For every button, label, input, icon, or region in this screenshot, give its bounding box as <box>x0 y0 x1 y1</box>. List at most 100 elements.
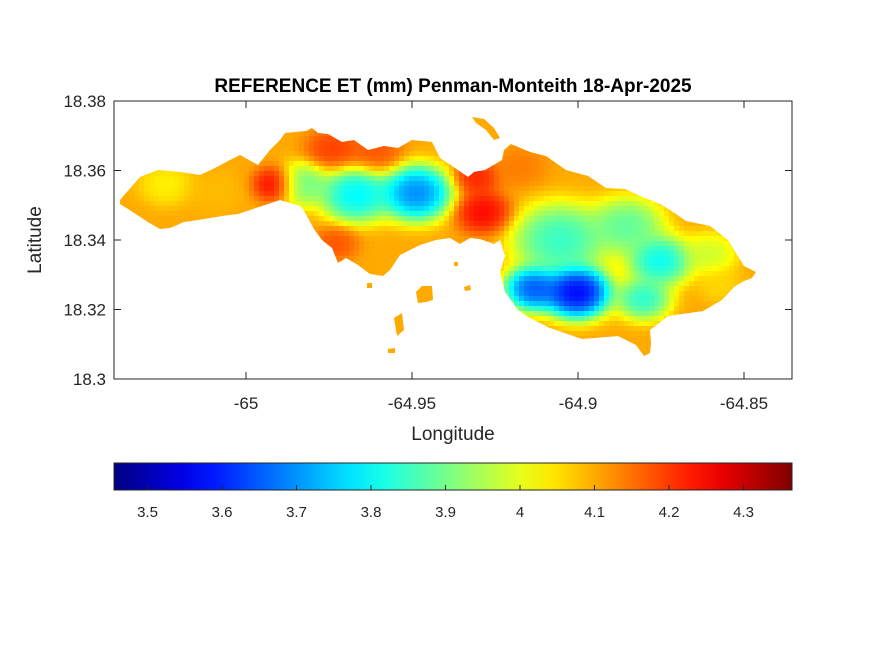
heatmap-cell <box>629 236 635 242</box>
heatmap-cell <box>509 276 515 282</box>
heatmap-cell <box>344 236 350 242</box>
heatmap-cell <box>319 166 325 172</box>
heatmap-cell <box>334 231 340 237</box>
heatmap-cell <box>544 161 550 167</box>
heatmap-cell <box>509 196 515 202</box>
heatmap-cell <box>339 206 345 212</box>
heatmap-cell <box>334 246 340 252</box>
heatmap-cell <box>569 191 575 197</box>
heatmap-cell <box>369 206 375 212</box>
heatmap-cell <box>569 216 575 222</box>
heatmap-cell <box>154 206 160 212</box>
heatmap-cell <box>569 201 575 207</box>
heatmap-cell <box>389 236 395 242</box>
heatmap-cell <box>289 136 295 142</box>
heatmap-cell <box>704 266 710 272</box>
heatmap-cell <box>314 206 320 212</box>
heatmap-cell <box>184 176 190 182</box>
heatmap-cell <box>459 206 465 212</box>
heatmap-cell <box>434 231 440 237</box>
heatmap-cell <box>409 151 415 157</box>
heatmap-cell <box>149 186 155 192</box>
heatmap-cell <box>539 156 545 162</box>
heatmap-cell <box>189 206 195 212</box>
heatmap-cell <box>284 161 290 167</box>
heatmap-cell <box>549 271 555 277</box>
heatmap-cell <box>304 146 310 152</box>
heatmap-cell <box>249 186 255 192</box>
heatmap-cell <box>634 251 640 257</box>
heatmap-cell <box>634 256 640 262</box>
heatmap-cell <box>714 246 720 252</box>
heatmap-cell <box>179 196 185 202</box>
heatmap-cell <box>354 211 360 217</box>
heatmap-cell <box>299 181 305 187</box>
heatmap-cell <box>389 246 395 252</box>
heatmap-cell <box>249 191 255 197</box>
heatmap-cell <box>354 166 360 172</box>
heatmap-cell <box>399 246 405 252</box>
heatmap-cell <box>549 251 555 257</box>
heatmap-cell <box>329 141 335 147</box>
heatmap-cell <box>389 176 395 182</box>
heatmap-cell <box>319 201 325 207</box>
heatmap-cell <box>644 221 650 227</box>
heatmap-cell <box>299 171 305 177</box>
heatmap-cell <box>304 211 310 217</box>
heatmap-cell <box>384 201 390 207</box>
heatmap-cell <box>619 221 625 227</box>
heatmap-cell <box>559 206 565 212</box>
heatmap-cell <box>404 241 410 247</box>
heatmap-cell <box>159 191 165 197</box>
heatmap-cell <box>654 216 660 222</box>
heatmap-cell <box>414 161 420 167</box>
heatmap-cell <box>154 181 160 187</box>
heatmap-cell <box>549 216 555 222</box>
heatmap-cell <box>169 191 175 197</box>
heatmap-cell <box>659 236 665 242</box>
heatmap-cell <box>649 251 655 257</box>
heatmap-cell <box>654 241 660 247</box>
heatmap-cell <box>434 176 440 182</box>
heatmap-cell <box>159 171 165 177</box>
heatmap-cell <box>724 266 730 272</box>
heatmap-cell <box>184 186 190 192</box>
heatmap-cell <box>524 191 530 197</box>
heatmap-cell <box>469 181 475 187</box>
heatmap-cell <box>144 201 150 207</box>
heatmap-cell <box>444 191 450 197</box>
heatmap-cell <box>444 161 450 167</box>
heatmap-cell <box>419 226 425 232</box>
heatmap-cell <box>374 261 380 267</box>
heatmap-cell <box>279 181 285 187</box>
heatmap-cell <box>409 191 415 197</box>
heatmap-cell <box>554 236 560 242</box>
heatmap-cell <box>299 156 305 162</box>
heatmap-cell <box>454 171 460 177</box>
heatmap-cell <box>179 201 185 207</box>
heatmap-cell <box>699 251 705 257</box>
heatmap-cell <box>664 216 670 222</box>
heatmap-cell <box>214 196 220 202</box>
heatmap-cell <box>359 216 365 222</box>
heatmap-cell <box>459 221 465 227</box>
heatmap-cell <box>489 206 495 212</box>
heatmap-cell <box>384 236 390 242</box>
heatmap-cell <box>159 221 165 227</box>
heatmap-cell <box>274 166 280 172</box>
heatmap-cell <box>264 201 270 207</box>
heatmap-cell <box>239 201 245 207</box>
heatmap-cell <box>429 206 435 212</box>
heatmap-cell <box>554 251 560 257</box>
heatmap-cell <box>639 271 645 277</box>
heatmap-cell <box>629 206 635 212</box>
heatmap-cell <box>279 161 285 167</box>
heatmap-cell <box>279 151 285 157</box>
heatmap-cell <box>199 216 205 222</box>
heatmap-cell <box>684 266 690 272</box>
heatmap-cell <box>344 156 350 162</box>
heatmap-cell <box>594 261 600 267</box>
heatmap-cell <box>289 171 295 177</box>
heatmap-cell <box>369 266 375 272</box>
heatmap-cell <box>644 241 650 247</box>
